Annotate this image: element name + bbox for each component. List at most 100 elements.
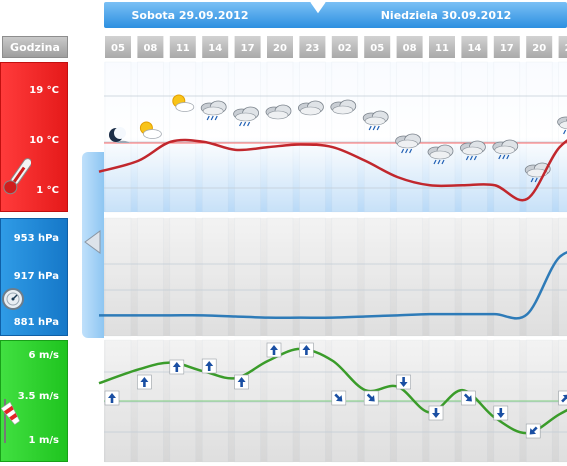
pressure-label-mid: 917 hPa [13, 271, 59, 282]
cloud-rain-icon [362, 110, 389, 131]
hour-cell [299, 36, 326, 58]
temperature-series-line [98, 138, 567, 202]
cloud-rain-icon [459, 140, 486, 161]
column-guide [104, 217, 132, 337]
column-guide [169, 61, 197, 213]
hour-cell [105, 36, 131, 58]
column-guide [428, 61, 456, 213]
temperature-plot-bg [104, 62, 567, 212]
column-guide [493, 61, 521, 213]
cloud-rain-icon [492, 139, 519, 160]
wind-direction-arrow-icon [363, 390, 379, 406]
hour-label: 14 [467, 43, 481, 54]
column-guide [461, 217, 488, 337]
hour-label: 08 [403, 43, 417, 54]
temperature-label-high: 19 °C [29, 85, 59, 96]
hour-cell [429, 36, 455, 58]
sun-cloud-icon [139, 121, 162, 139]
column-guide [428, 217, 456, 337]
column-guide [299, 61, 326, 213]
hour-label: 17 [500, 43, 514, 54]
column-guide [331, 61, 359, 213]
day-header-bar [104, 2, 567, 28]
column-guide [299, 217, 326, 337]
hour-cell [137, 36, 164, 58]
wind-direction-arrow-icon [331, 390, 347, 406]
wind-direction-arrow-icon [493, 405, 509, 421]
hour-label: 17 [241, 43, 255, 54]
hour-label: 23 [305, 43, 319, 54]
hour-cell [558, 36, 567, 58]
hour-label: 20 [273, 43, 287, 54]
column-guide [266, 61, 294, 213]
hour-header: Godzina [2, 36, 68, 58]
sun-cloud-icon [172, 94, 195, 112]
hour-cell [526, 36, 553, 58]
wind-label-mid: 3.5 m/s [17, 391, 59, 402]
day-separator [310, 1, 326, 14]
cloud-rain-icon [395, 133, 422, 154]
column-guide [461, 61, 488, 213]
wind-direction-arrow-icon [525, 423, 541, 439]
hour-label: 05 [370, 43, 384, 54]
wind-direction-arrow-icon [299, 342, 314, 358]
wind-direction-arrow-icon [396, 374, 411, 390]
collapse-legend-tab[interactable] [82, 152, 104, 338]
pressure-label-low: 881 hPa [13, 317, 59, 328]
wind-direction-arrow-icon [428, 405, 444, 421]
hour-label: 14 [208, 43, 222, 54]
wind-direction-arrow-icon [266, 342, 282, 358]
hour-label: 11 [435, 43, 449, 54]
hour-cell [461, 36, 488, 58]
column-guide [201, 217, 229, 337]
column-guide [234, 61, 261, 213]
pressure-series-line [99, 251, 567, 320]
column-guide [493, 217, 521, 337]
hour-label: 08 [143, 43, 157, 54]
column-guide [201, 61, 229, 213]
wind-direction-arrow-icon [461, 390, 476, 406]
cloud-rain-icon [200, 100, 227, 121]
column-guide [558, 217, 567, 337]
column-guide [137, 217, 164, 337]
temperature-label-mid: 10 °C [29, 135, 59, 146]
day-label-saturday: Sobota 29.09.2012 [131, 9, 248, 22]
triangle-left-icon [84, 230, 101, 254]
thermometer-icon [3, 158, 31, 195]
column-guide [169, 217, 197, 337]
wind-direction-arrow-icon [201, 358, 217, 374]
moon-icon [109, 127, 130, 143]
wind-direction-arrow-icon [104, 390, 120, 406]
hour-cell [331, 36, 358, 58]
temperature-label-low: 1 °C [36, 185, 59, 196]
pressure-legend-panel: 953 hPa 917 hPa 881 hPa [0, 218, 68, 336]
windsock-icon [1, 399, 21, 443]
wind-label-high: 6 m/s [28, 350, 59, 361]
legend-column: Godzina 19 °C 10 °C 1 °C 953 hPa 917 hPa… [0, 0, 70, 466]
column-guide [396, 217, 423, 337]
pressure-label-high: 953 hPa [13, 233, 59, 244]
cloud-icon [297, 100, 324, 116]
cloud-icon [330, 99, 357, 115]
column-guide [363, 61, 391, 213]
hour-label: 11 [176, 43, 190, 54]
wind-series-line [98, 347, 567, 435]
hour-cell [267, 36, 293, 58]
wind-legend-panel: 6 m/s 3.5 m/s 1 m/s [0, 340, 68, 462]
wind-direction-arrow-icon [169, 359, 185, 375]
hour-label: 23 [565, 43, 567, 54]
barometer-icon [2, 288, 24, 310]
temperature-legend-panel: 19 °C 10 °C 1 °C [0, 62, 68, 212]
column-guide [363, 217, 391, 337]
cloud-rain-icon [233, 106, 260, 127]
hour-label: 05 [111, 43, 125, 54]
meteogram-chart: Sobota 29.09.2012 Niedziela 30.09.2012 0… [98, 1, 567, 463]
cloud-rain-icon [427, 144, 454, 165]
hour-label: 20 [532, 43, 546, 54]
wind-direction-arrow-icon [137, 374, 152, 390]
column-guide [525, 61, 553, 213]
column-guide [558, 61, 567, 213]
wind-label-low: 1 m/s [28, 435, 59, 446]
hour-cell [169, 36, 196, 58]
hour-cell [493, 36, 520, 58]
